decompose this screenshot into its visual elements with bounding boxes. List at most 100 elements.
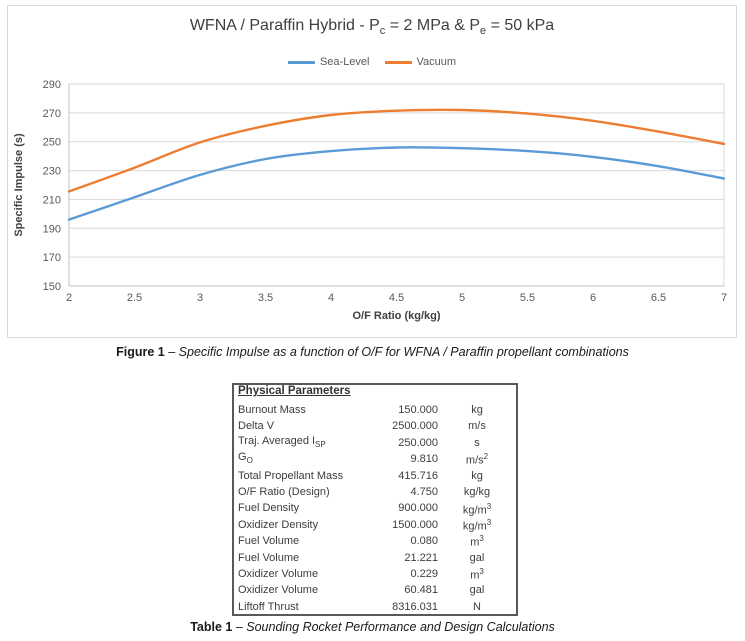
x-tick-label: 4.5 (389, 292, 404, 304)
table-row: GO 9.810 m/s2 (234, 451, 516, 467)
x-tick-label: 3.5 (258, 292, 273, 304)
parameter-unit: m3 (470, 534, 484, 549)
table-caption-text: – Sounding Rocket Performance and Design… (235, 620, 555, 634)
parameter-unit: kg (471, 469, 483, 482)
figure-caption-label: Figure 1 (116, 345, 165, 359)
parameter-unit: N (473, 600, 481, 613)
vacuum-line-swatch (384, 60, 412, 64)
y-tick-label: 150 (43, 281, 61, 293)
x-tick-label: 4 (328, 292, 334, 304)
parameter-name: Fuel Volume (238, 535, 300, 548)
legend-item-vacuum: Vacuum (384, 56, 457, 68)
table-caption-label: Table 1 (190, 620, 233, 634)
parameter-unit: gal (469, 584, 485, 597)
parameter-value: 4.750 (410, 485, 438, 498)
chart-title: WFNA / Paraffin Hybrid - Pc = 2 MPa & Pe… (8, 17, 736, 37)
parameter-name: Fuel Density (238, 502, 300, 515)
sea-level-line-swatch (287, 60, 315, 64)
y-tick-label: 270 (43, 108, 61, 120)
figure-caption: Figure 1 – Specific Impulse as a functio… (0, 345, 745, 359)
parameter-unit: m3 (470, 567, 484, 582)
chart-title-sub-e: e (480, 25, 487, 38)
parameters-table-body: Burnout Mass 150.000 kg Delta V 2500.000 m/s T… (234, 402, 516, 615)
y-tick-label: 290 (43, 79, 61, 91)
vacuum-series-line (67, 108, 726, 193)
parameter-value: 150.000 (398, 404, 438, 416)
parameter-value: 415.716 (398, 469, 438, 482)
parameter-value: 250.000 (398, 436, 438, 449)
parameter-value: 0.080 (410, 535, 438, 548)
sea-level-series-line (67, 146, 726, 221)
parameter-name: O/F Ratio (Design) (238, 485, 330, 498)
table-row: Fuel Volume 21.221 gal (234, 550, 516, 566)
parameter-name: Oxidizer Density (238, 518, 319, 531)
y-tick-label: 190 (43, 223, 61, 235)
figure-caption-text: – Specific Impulse as a function of O/F … (168, 345, 629, 359)
chart-title-text2: = 2 MPa & P (385, 17, 481, 34)
table-row: Oxidizer Volume 60.481 gal (234, 582, 516, 598)
y-axis-title: Specific Impulse (s) (13, 133, 25, 237)
chart-title-text3: = 50 kPa (486, 17, 555, 34)
chart-title-text: WFNA / Paraffin Hybrid - P (189, 17, 380, 34)
y-tick-label: 250 (43, 137, 61, 149)
parameter-name: Total Propellant Mass (238, 469, 344, 482)
parameter-unit: kg/kg (463, 485, 491, 498)
chart-title-sub-c: c (379, 25, 386, 38)
table-row: Oxidizer Volume 0.229 m3 (234, 566, 516, 582)
parameter-name: Burnout Mass (238, 404, 306, 416)
parameter-unit: kg (471, 404, 483, 416)
y-tick-label: 230 (43, 166, 61, 178)
parameter-name: Fuel Volume (238, 551, 300, 564)
parameter-unit: kg/m3 (462, 517, 492, 533)
x-tick-label: 2.5 (127, 292, 142, 304)
parameter-value: 21.221 (404, 551, 438, 564)
table-row: Burnout Mass 150.000 kg (234, 402, 516, 418)
parameter-value: 1500.000 (392, 518, 438, 531)
x-axis-title: O/F Ratio (kg/kg) (353, 310, 441, 322)
parameter-unit: s (474, 436, 480, 449)
x-tick-label: 5 (459, 292, 465, 304)
chart-legend: Sea-Level Vacuum (8, 56, 736, 68)
parameter-unit: kg/m3 (462, 501, 492, 517)
y-tick-label: 170 (43, 252, 61, 264)
x-tick-label: 5.5 (520, 292, 535, 304)
parameters-table: Physical Parameters Burnout Mass 150.000 k… (232, 383, 518, 616)
table-row: Fuel Volume 0.080 m3 (234, 533, 516, 549)
legend-label-sea-level: Sea-Level (319, 56, 370, 68)
table-row: Oxidizer Density 1500.000 kg/m3 (234, 517, 516, 533)
parameter-name: Traj. Averaged ISP (238, 434, 326, 449)
parameter-value: 9.810 (410, 453, 438, 466)
legend-item-sea-level: Sea-Level (287, 56, 370, 68)
parameter-value: 900.000 (398, 502, 438, 515)
isp-line-chart: WFNA / Paraffin Hybrid - Pc = 2 MPa & Pe… (7, 5, 737, 338)
x-tick-label: 2 (66, 292, 72, 304)
legend-label-vacuum: Vacuum (416, 56, 457, 68)
parameter-name: Oxidizer Volume (238, 567, 319, 580)
parameter-unit: gal (469, 551, 485, 564)
parameter-value: 8316.031 (392, 600, 438, 613)
parameter-name: Liftoff Thrust (238, 600, 299, 613)
parameter-value: 60.481 (404, 584, 438, 597)
parameter-name: Oxidizer Volume (238, 584, 319, 597)
parameter-name: GO (238, 451, 253, 466)
x-tick-label: 6 (590, 292, 596, 304)
x-tick-label: 7 (721, 292, 727, 304)
table-row: Traj. Averaged ISP 250.000 s (234, 435, 516, 451)
table-row: Delta V 2500.000 m/s (234, 418, 516, 434)
y-tick-label: 210 (43, 194, 61, 206)
table-row: Total Propellant Mass 415.716 kg (234, 468, 516, 484)
parameter-unit: m/s (468, 420, 486, 433)
table-row: O/F Ratio (Design) 4.750 kg/kg (234, 484, 516, 500)
table-caption: Table 1 – Sounding Rocket Performance an… (0, 620, 745, 634)
x-tick-label: 3 (197, 292, 203, 304)
table-row: Fuel Density 900.000 kg/m3 (234, 500, 516, 517)
parameter-name: Delta V (238, 420, 275, 433)
table-row: Liftoff Thrust 8316.031 N (234, 599, 516, 615)
parameter-value: 2500.000 (392, 420, 438, 433)
x-tick-label: 6.5 (651, 292, 666, 304)
parameters-table-header: Physical Parameters (238, 385, 351, 397)
plot-area: 290 270 250 230 210 190 170 150 2 2.5 3 3.5 4 4.5 5 5.5… (13, 79, 727, 322)
parameter-value: 0.229 (410, 567, 438, 580)
parameter-unit: m/s2 (465, 452, 489, 467)
